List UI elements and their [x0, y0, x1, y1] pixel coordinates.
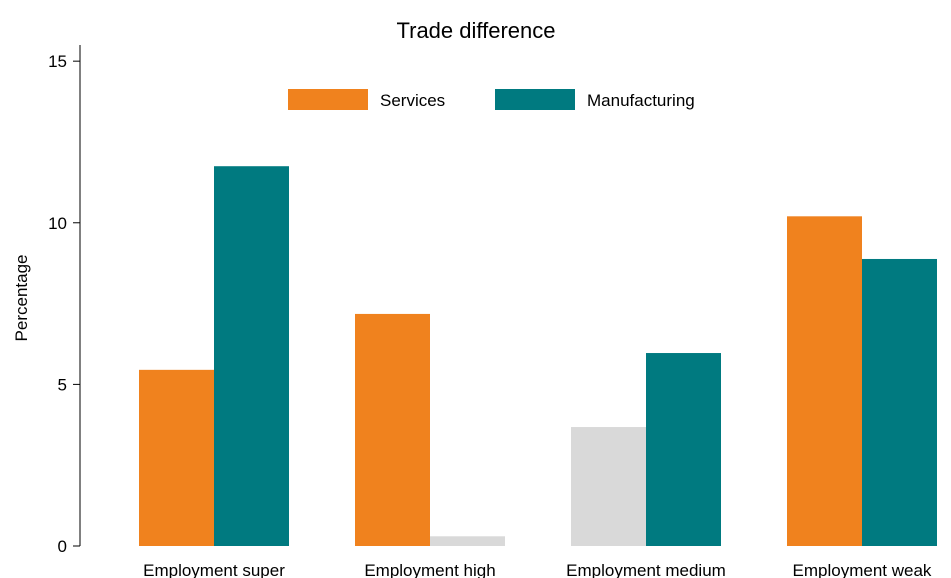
y-tick-label: 15	[48, 52, 67, 71]
legend-label-manufacturing: Manufacturing	[587, 91, 695, 110]
y-tick-label: 0	[58, 537, 67, 556]
y-axis-title: Percentage	[12, 255, 31, 342]
bar-services-2	[355, 313, 430, 546]
legend-swatch-services	[288, 89, 368, 110]
legend-swatch-manufacturing	[495, 89, 575, 110]
x-category-label: Employment high	[364, 561, 495, 578]
bar-services-4	[787, 216, 862, 546]
x-category-label: Employment super	[143, 561, 285, 578]
legend: Services Manufacturing	[288, 89, 695, 110]
legend-label-services: Services	[380, 91, 445, 110]
y-tick-label: 5	[58, 375, 67, 394]
x-axis-labels: Employment super Employment high Employmen…	[143, 561, 932, 578]
y-axis: 0 5 10 15	[48, 45, 81, 556]
chart-title: Trade difference	[397, 18, 556, 43]
bars	[139, 166, 937, 547]
x-category-label: Employment medium	[566, 561, 726, 578]
bar-services-3	[571, 427, 646, 546]
bar-manufacturing-4	[862, 258, 937, 546]
bar-manufacturing-2	[430, 536, 505, 546]
bar-manufacturing-1	[214, 166, 289, 547]
bar-services-1	[139, 369, 214, 546]
bar-manufacturing-3	[646, 353, 721, 546]
y-tick-label: 10	[48, 214, 67, 233]
x-category-label: Employment weak	[793, 561, 932, 578]
